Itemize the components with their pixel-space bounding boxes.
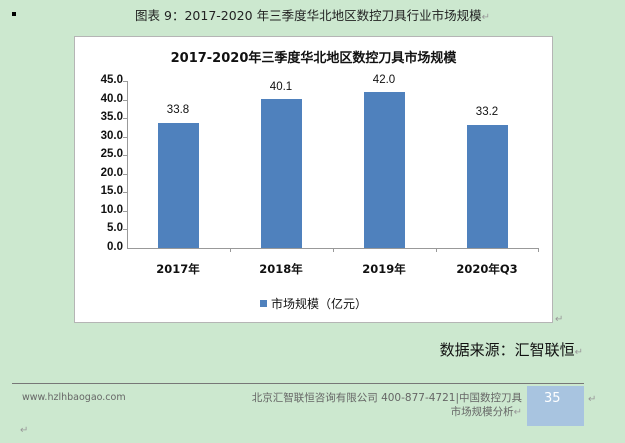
data-source: 数据来源：汇智联恒↵	[439, 341, 583, 359]
value-label: 40.1	[269, 81, 293, 93]
y-tick	[123, 118, 127, 119]
bar-2018[interactable]	[261, 99, 302, 248]
bar-2020q3[interactable]	[467, 124, 508, 248]
y-tick-label: 10.0	[100, 203, 123, 216]
footer-company: 北京汇智联恒咨询有限公司 400-877-4721|中国数控刀具 市场规模分析↵	[251, 392, 522, 418]
x-tick	[538, 248, 539, 252]
x-category-label: 2020年Q3	[456, 262, 518, 276]
chart-title: 2017-2020年三季度华北地区数控刀具市场规模	[170, 51, 457, 66]
paragraph-mark: ↵	[588, 394, 597, 405]
x-category-label: 2017年	[156, 262, 200, 276]
legend-label: 市场规模（亿元）	[270, 297, 367, 311]
y-tick	[123, 173, 127, 175]
y-tick	[123, 81, 127, 82]
y-tick	[123, 192, 127, 193]
y-axis	[127, 81, 128, 248]
y-tick-label: 0.0	[107, 240, 123, 253]
list-bullet	[12, 12, 16, 16]
x-tick	[333, 248, 334, 252]
y-tick	[123, 229, 127, 230]
page-number-box: 35	[527, 386, 584, 426]
y-tick-label: 5.0	[107, 222, 123, 234]
page-number: 35	[544, 391, 561, 406]
bar-chart[interactable]: 2017-2020年三季度华北地区数控刀具市场规模 45.0 40.0 35.0…	[74, 36, 553, 323]
chart-legend: 市场规模（亿元）	[75, 295, 552, 312]
x-category-label: 2018年	[259, 262, 303, 276]
y-tick-label: 25.0	[100, 148, 123, 160]
legend-swatch	[259, 300, 267, 307]
bar-2017[interactable]	[158, 122, 199, 248]
footer-divider	[12, 383, 584, 384]
value-label: 33.8	[166, 104, 190, 116]
value-label: 33.2	[475, 106, 499, 118]
x-tick	[436, 248, 437, 252]
y-tick	[123, 210, 127, 212]
y-tick	[123, 99, 127, 101]
y-tick	[123, 136, 127, 138]
y-tick-label: 20.0	[100, 166, 123, 179]
footer-url[interactable]: www.hzlhbaogao.com	[22, 392, 126, 403]
y-tick-label: 45.0	[100, 74, 123, 86]
x-category-label: 2019年	[362, 262, 406, 276]
bar-2019[interactable]	[364, 92, 405, 248]
y-tick-label: 35.0	[100, 111, 123, 123]
paragraph-mark: ↵	[20, 425, 29, 436]
x-tick	[230, 248, 231, 252]
y-tick-label: 30.0	[100, 129, 123, 142]
paragraph-mark: ↵	[555, 314, 564, 325]
y-tick-label: 40.0	[100, 92, 123, 105]
figure-caption: 图表 9：2017-2020 年三季度华北地区数控刀具行业市场规模↵	[135, 8, 490, 23]
y-tick-label: 15.0	[100, 185, 123, 197]
value-label: 42.0	[372, 74, 396, 86]
y-tick	[123, 155, 127, 156]
